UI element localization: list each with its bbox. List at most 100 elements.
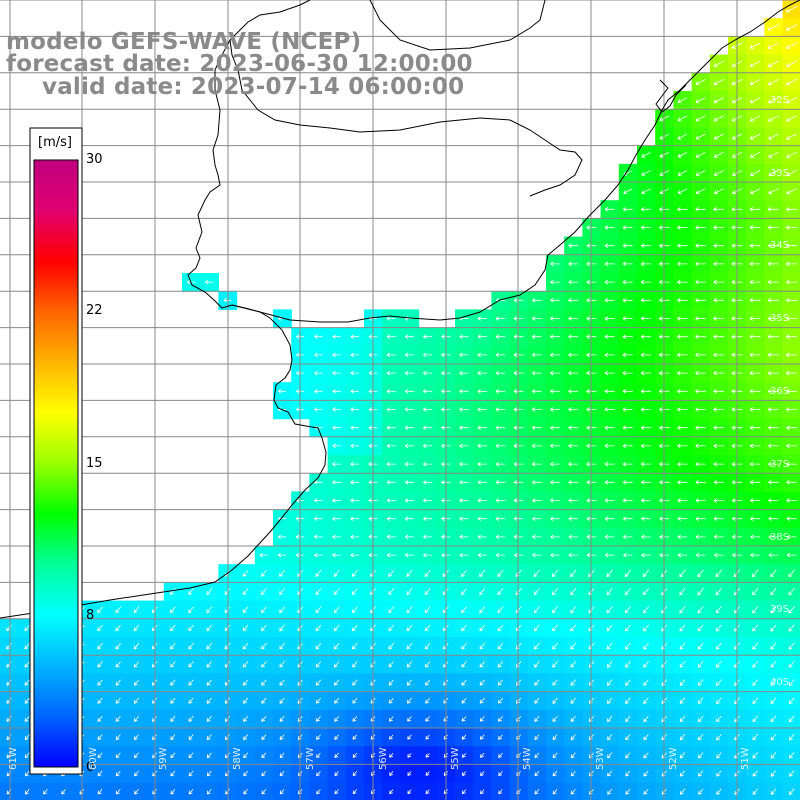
wind-cell — [109, 691, 128, 711]
wind-arrow — [768, 115, 779, 122]
wind-cell — [764, 182, 784, 201]
wind-arrow — [513, 407, 524, 412]
wind-cell — [618, 163, 638, 183]
wind-arrow — [480, 771, 485, 777]
wind-arrow — [677, 225, 688, 230]
wind-arrow — [550, 534, 560, 540]
title-forecast-date: forecast date: 2023-06-30 12:00:00 — [6, 51, 473, 77]
wind-cell — [691, 163, 711, 183]
wind-arrow — [679, 569, 686, 578]
wind-cell — [764, 600, 784, 620]
wind-cell — [618, 637, 638, 656]
wind-cell — [673, 163, 693, 183]
wind-cell — [455, 637, 474, 656]
wind-arrow — [643, 715, 649, 723]
wind-arrow — [604, 552, 615, 558]
colorbar-tick-8: 8 — [86, 608, 95, 623]
wind-arrow — [242, 569, 249, 577]
wind-arrow — [477, 407, 487, 412]
wind-arrow — [495, 443, 506, 449]
wind-arrow — [716, 715, 722, 723]
wind-arrow — [279, 642, 285, 650]
wind-arrow — [534, 661, 540, 668]
wind-arrow — [495, 334, 506, 339]
wind-cell — [91, 600, 110, 620]
wind-arrow — [188, 789, 194, 795]
wind-cell — [637, 145, 656, 165]
wind-cell — [182, 655, 201, 674]
wind-arrow — [713, 133, 724, 140]
wind-arrow — [698, 770, 704, 777]
wind-arrow — [713, 498, 724, 503]
wind-cell — [709, 709, 729, 729]
wind-arrow — [785, 352, 798, 358]
wind-arrow — [622, 316, 633, 321]
wind-cell — [618, 655, 638, 674]
wind-cell — [236, 691, 256, 711]
wind-arrow — [695, 188, 706, 195]
wind-cell — [473, 564, 492, 583]
wind-cell — [382, 618, 401, 638]
wind-arrow — [752, 715, 759, 723]
colorbar-tick-30: 30 — [86, 152, 103, 167]
wind-cell — [746, 673, 765, 693]
wind-arrow — [622, 207, 633, 212]
wind-cell — [109, 728, 128, 747]
wind-cell — [746, 182, 765, 201]
wind-arrow — [459, 370, 469, 376]
wind-cell — [746, 72, 765, 92]
wind-cell — [382, 600, 401, 620]
wind-arrow — [243, 734, 249, 741]
wind-cell — [764, 709, 784, 729]
wind-arrow — [713, 516, 724, 521]
wind-cell — [0, 655, 19, 674]
wind-arrow — [43, 789, 48, 795]
wind-cell — [600, 655, 620, 674]
wind-cell — [691, 637, 711, 656]
wind-cell — [764, 655, 784, 674]
wind-cell — [327, 582, 347, 602]
coastline-south-america — [0, 0, 327, 619]
wind-cell — [291, 673, 310, 693]
wind-arrow — [677, 552, 688, 558]
wind-arrow — [604, 480, 615, 485]
wind-cell — [200, 728, 219, 747]
wind-arrow — [749, 407, 761, 412]
wind-arrow — [206, 697, 212, 704]
wind-cell — [327, 691, 347, 711]
wind-cell — [345, 618, 365, 638]
lon-label-52w: 52W — [668, 747, 679, 770]
wind-arrow — [749, 480, 761, 485]
wind-arrow — [713, 261, 725, 267]
wind-cell — [764, 764, 784, 784]
wind-arrow — [749, 443, 761, 449]
wind-arrow — [477, 370, 487, 376]
wind-arrow — [786, 170, 797, 177]
wind-arrow — [568, 407, 579, 412]
wind-arrow — [531, 316, 542, 321]
wind-cell — [673, 145, 693, 165]
wind-cell — [127, 655, 147, 674]
wind-arrow — [677, 298, 688, 303]
wind-arrow — [713, 425, 724, 430]
wind-cell — [236, 709, 256, 729]
wind-arrow — [351, 569, 358, 577]
wind-arrow — [534, 789, 540, 795]
wind-arrow — [677, 133, 688, 140]
wind-cell — [327, 655, 347, 674]
wind-arrow — [786, 261, 798, 267]
wind-cell — [291, 600, 310, 620]
wind-arrow — [750, 151, 761, 158]
wind-arrow — [534, 642, 540, 650]
wind-cell — [673, 91, 693, 110]
wind-cell — [673, 746, 693, 765]
wind-cell — [709, 582, 729, 602]
wind-cell — [400, 600, 420, 620]
lat-label-40s: 40S — [770, 677, 790, 688]
wind-arrow — [334, 752, 339, 758]
wind-arrow — [423, 498, 433, 503]
wind-arrow — [334, 771, 339, 777]
wind-arrow — [604, 516, 615, 521]
wind-cell — [546, 673, 565, 693]
colorbar-tick-22: 22 — [86, 303, 103, 318]
